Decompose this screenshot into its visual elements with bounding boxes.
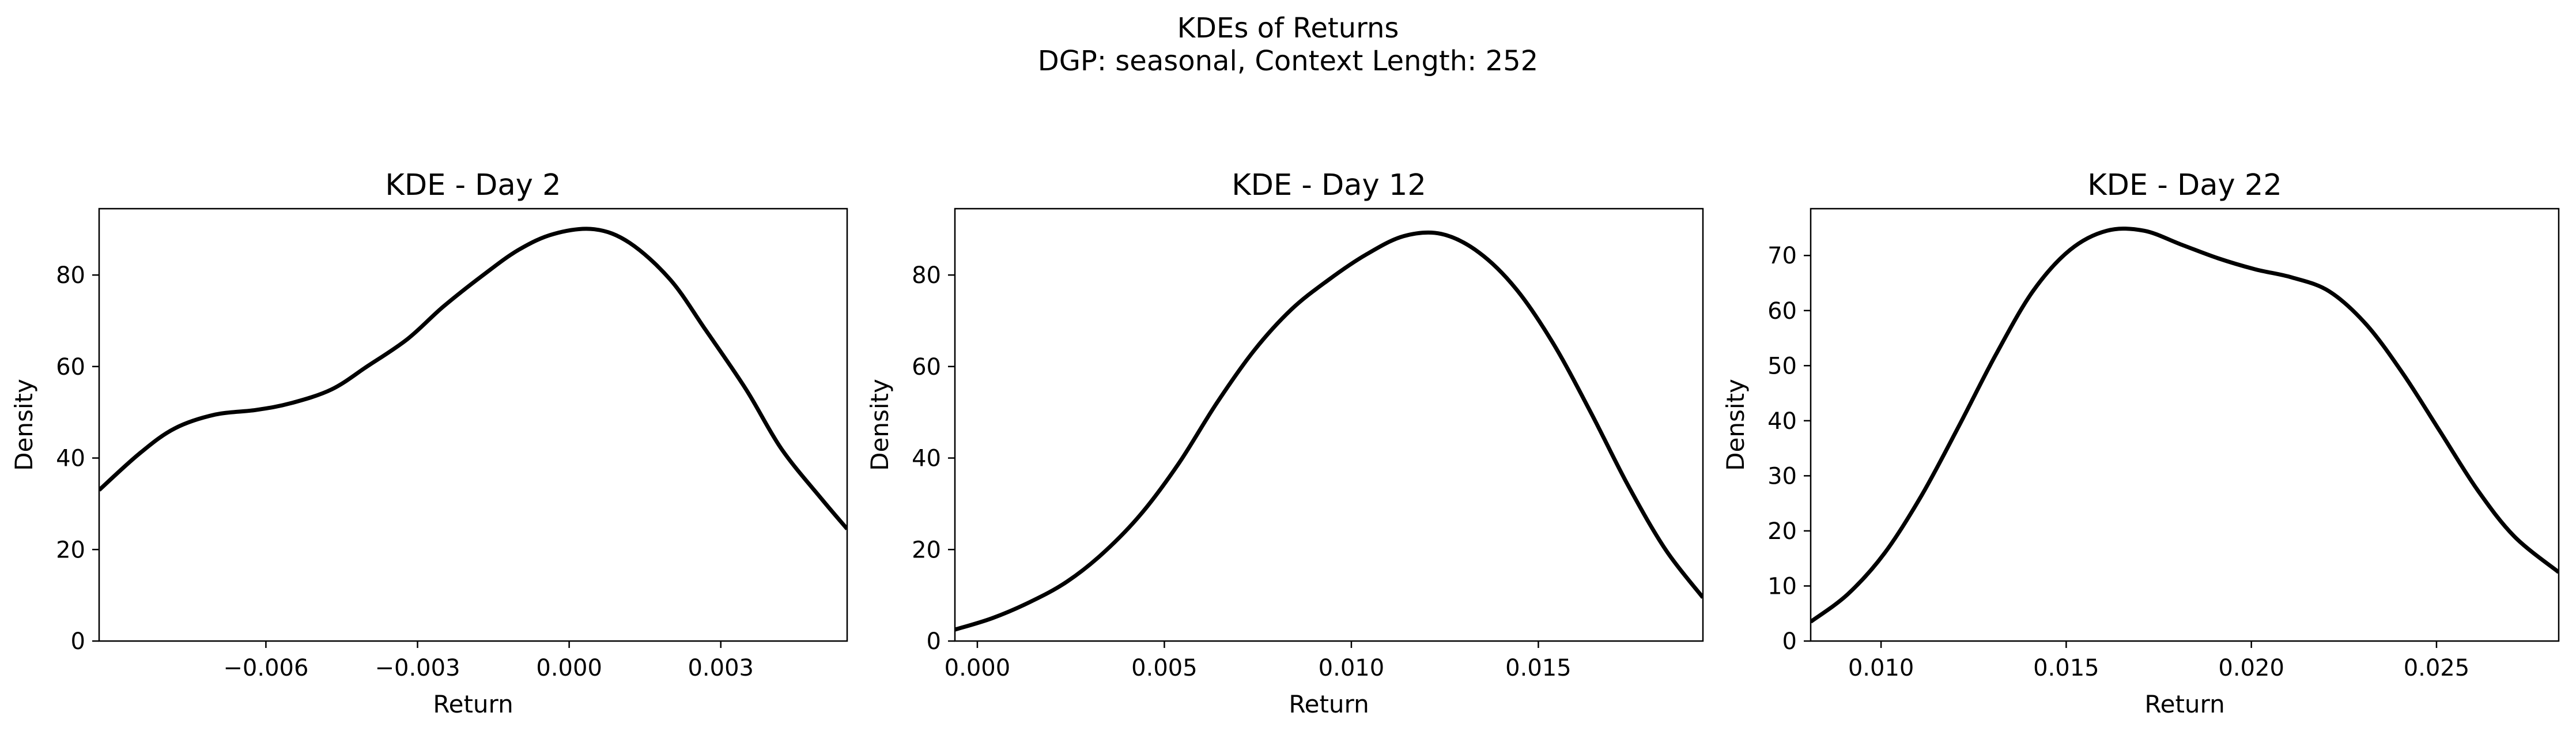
y-tick-label: 70	[1767, 243, 1797, 269]
y-tick-label: 10	[1767, 573, 1797, 600]
y-axis-label: Density	[866, 379, 894, 471]
y-tick-label: 20	[1767, 518, 1797, 545]
y-tick-label: 40	[56, 446, 85, 472]
axes-frame	[1810, 208, 2560, 642]
y-tick-label: 20	[56, 537, 85, 563]
kde-line	[955, 230, 1703, 632]
subplots: KDE - Day 2 −0.006 −0.003 0.000 0.003 0 20 40 60…	[10, 168, 2560, 718]
subplot-title: KDE - Day 2	[385, 168, 561, 202]
x-tick-label: 0.010	[1319, 655, 1385, 681]
kde-line	[99, 227, 847, 530]
y-tick-label: 0	[71, 628, 85, 655]
figure-title-line2: DGP: seasonal, Context Length: 252	[1038, 45, 1538, 77]
y-tick-label: 20	[912, 537, 941, 563]
subplot-3: KDE - Day 22 0.010 0.015 0.020 0.025 0 10 20 30 4…	[1721, 168, 2560, 718]
x-tick-label: −0.006	[223, 655, 308, 681]
y-tick-label: 30	[1767, 463, 1797, 489]
x-axis-label: Return	[2144, 690, 2224, 718]
x-tick-label: 0.015	[1505, 655, 1572, 681]
y-tick-label: 80	[912, 262, 941, 289]
axes-frame	[98, 208, 848, 642]
y-axis-label: Density	[1721, 379, 1750, 471]
y-tick-label: 0	[1782, 628, 1797, 655]
x-axis-label: Return	[1289, 690, 1369, 718]
subplot-title: KDE - Day 12	[1232, 168, 1426, 202]
y-tick-label: 50	[1767, 353, 1797, 379]
subplot-title: KDE - Day 22	[2087, 168, 2282, 202]
x-tick-label: 0.020	[2218, 655, 2284, 681]
y-tick-label: 40	[1767, 408, 1797, 435]
y-tick-label: 60	[56, 354, 85, 380]
x-tick-label: 0.003	[688, 655, 754, 681]
figure-title-line1: KDEs of Returns	[1177, 12, 1399, 44]
x-tick-label: 0.025	[2404, 655, 2470, 681]
kde-line	[1811, 227, 2559, 624]
y-axis-label: Density	[10, 379, 38, 471]
y-tick-label: 60	[912, 354, 941, 380]
y-tick-label: 60	[1767, 298, 1797, 325]
subplot-2: KDE - Day 12 0.000 0.005 0.010 0.015 0 20 40 60 8…	[866, 168, 1704, 718]
x-tick-label: 0.000	[536, 655, 602, 681]
x-tick-label: 0.000	[945, 655, 1011, 681]
x-tick-label: 0.005	[1131, 655, 1198, 681]
x-tick-label: −0.003	[375, 655, 460, 681]
y-tick-label: 0	[927, 628, 941, 655]
x-tick-label: 0.010	[1848, 655, 1914, 681]
subplot-1: KDE - Day 2 −0.006 −0.003 0.000 0.003 0 20 40 60…	[10, 168, 848, 718]
x-axis-label: Return	[433, 690, 513, 718]
x-tick-label: 0.015	[2033, 655, 2099, 681]
y-tick-label: 40	[912, 446, 941, 472]
axes-frame	[954, 208, 1704, 642]
y-tick-label: 80	[56, 262, 85, 289]
